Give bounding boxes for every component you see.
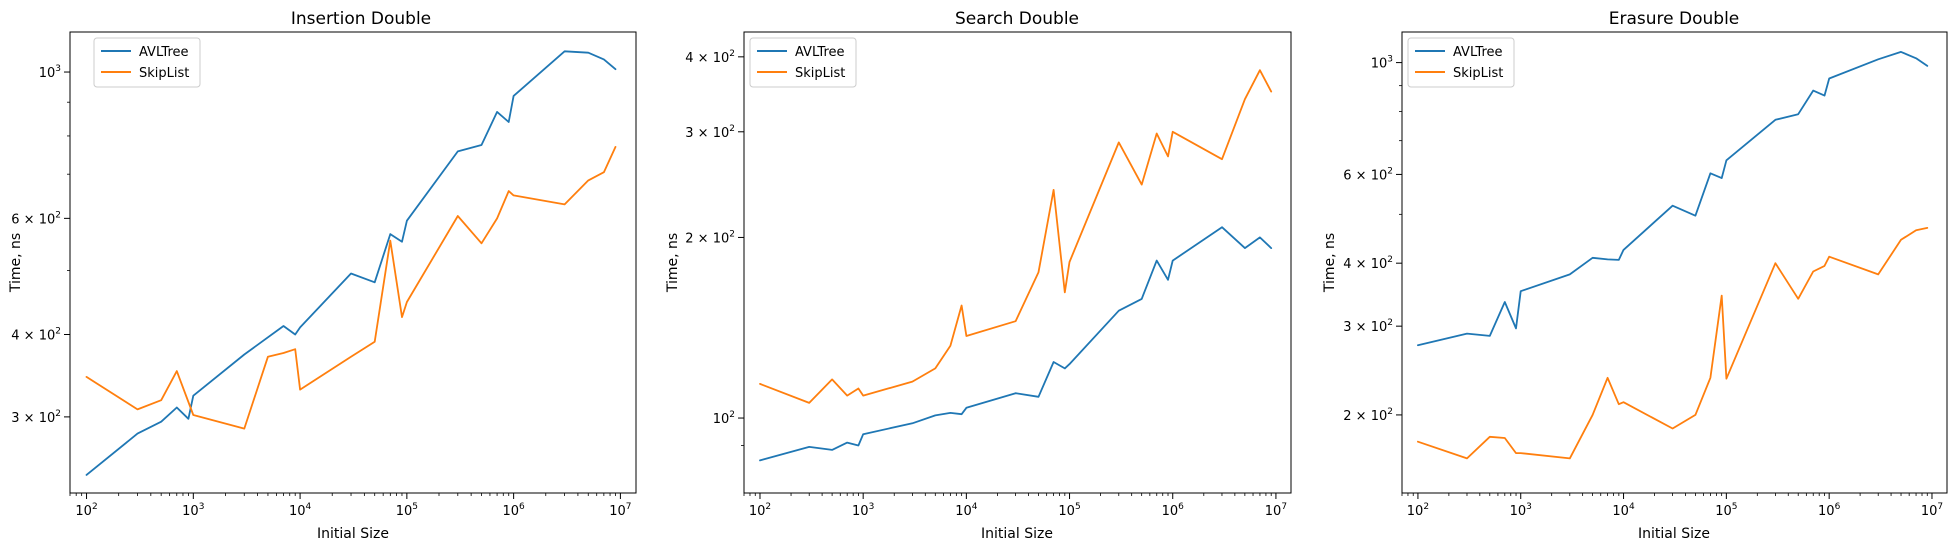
- series-line-avltree: [1417, 51, 1929, 347]
- legend-label-skiplist: SkipList: [139, 66, 189, 81]
- subplot-title: Search Double: [955, 9, 1079, 29]
- y-tick-label: 4 × 102: [11, 326, 61, 343]
- y-axis-label: Time, ns: [665, 233, 681, 293]
- y-tick-label: 3 × 102: [1343, 318, 1393, 335]
- legend-label-avltree: AVLTree: [1453, 45, 1503, 60]
- plot-frame: [69, 31, 637, 494]
- series-line-skiplist: [1417, 226, 1929, 460]
- subplot-title: Insertion Double: [291, 9, 431, 29]
- legend-label-avltree: AVLTree: [139, 45, 189, 60]
- legend: AVLTree SkipList: [749, 37, 857, 88]
- y-axis-label: Time, ns: [1322, 233, 1338, 293]
- series-line-avltree: [85, 50, 617, 476]
- y-axis-label: Time, ns: [8, 233, 24, 293]
- legend-label-skiplist: SkipList: [795, 66, 845, 81]
- y-tick-label: 3 × 102: [11, 409, 61, 426]
- series-line-skiplist: [85, 145, 617, 430]
- y-tick-label: 2 × 102: [1343, 407, 1393, 424]
- x-axis-label: Initial Size: [981, 526, 1053, 542]
- subplot-title: Erasure Double: [1609, 9, 1740, 29]
- y-tick-label: 6 × 102: [1343, 166, 1393, 183]
- y-tick-label: 4 × 102: [1343, 255, 1393, 272]
- plot-frame: [1401, 31, 1948, 494]
- x-axis-label: Initial Size: [1638, 526, 1710, 542]
- y-tick-label: 2 × 102: [685, 229, 735, 246]
- legend: AVLTree SkipList: [1407, 37, 1515, 88]
- y-tick-label: 4 × 102: [685, 49, 735, 66]
- y-tick-label: 6 × 102: [11, 210, 61, 227]
- legend: AVLTree SkipList: [93, 37, 201, 88]
- legend-label-skiplist: SkipList: [1453, 66, 1503, 81]
- series-line-skiplist: [759, 69, 1273, 404]
- legend-label-avltree: AVLTree: [795, 45, 845, 60]
- y-tick-label: 3 × 102: [685, 124, 735, 141]
- series-line-avltree: [759, 226, 1273, 462]
- x-axis-label: Initial Size: [317, 526, 389, 542]
- plot-frame: [743, 31, 1292, 494]
